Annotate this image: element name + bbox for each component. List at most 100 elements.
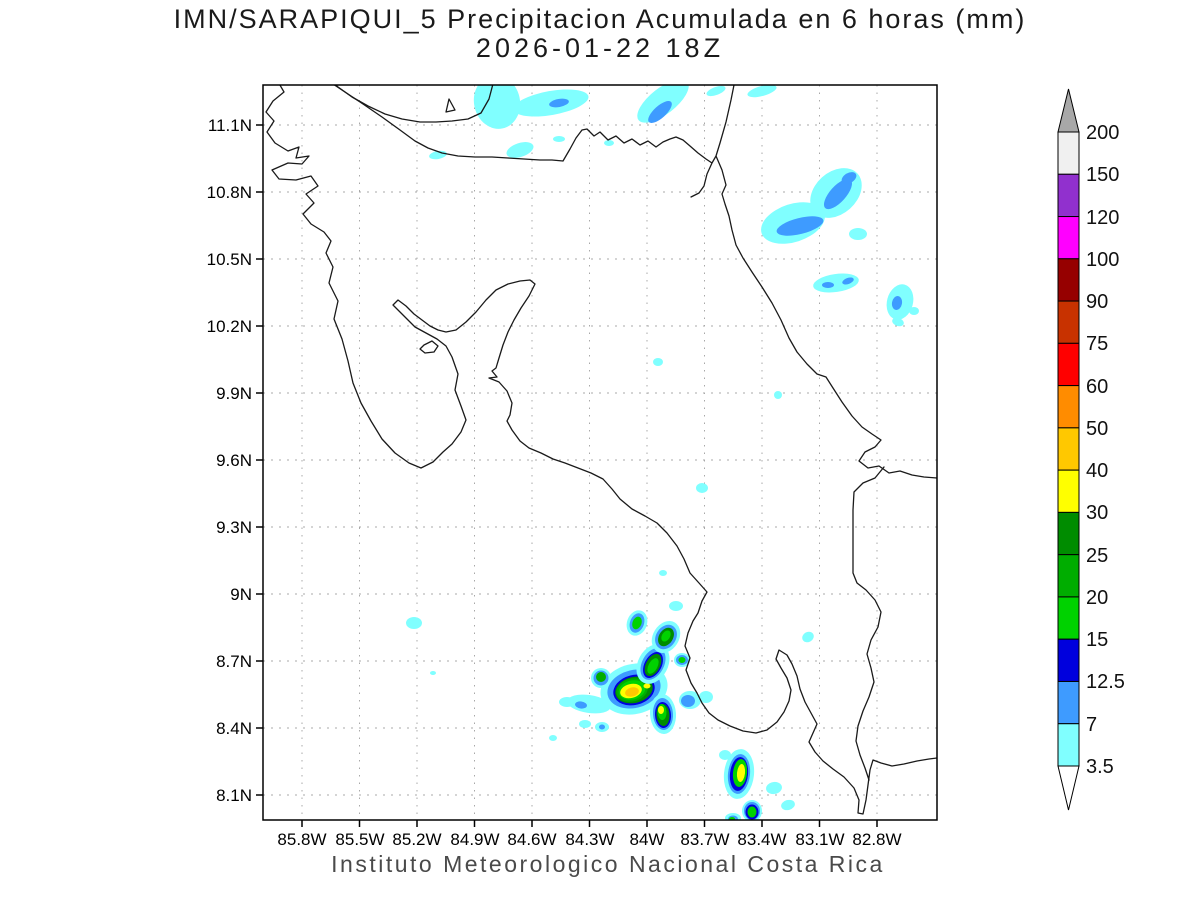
precip-cell-ne-complex-east xyxy=(810,168,862,218)
precip-cell-se-dot-2 xyxy=(719,750,731,760)
y-axis-label: 8.4N xyxy=(216,719,252,738)
y-axis-label: 10.2N xyxy=(206,317,252,336)
precip-cell-inland-dot-1 xyxy=(553,136,565,142)
ometepe-island-outline xyxy=(445,98,456,113)
axis-ticks xyxy=(256,124,878,827)
colorbar-label: 40 xyxy=(1086,460,1109,482)
y-axis-label: 10.5N xyxy=(206,250,252,269)
pacific-coastline xyxy=(265,85,937,815)
chira-island-outline xyxy=(419,340,439,354)
colorbar-label: 100 xyxy=(1086,249,1120,271)
colorbar-label: 50 xyxy=(1086,418,1109,440)
precip-cell-ne-dot-1 xyxy=(909,307,919,315)
colorbar-label: 90 xyxy=(1086,291,1109,313)
y-axis-label: 9.9N xyxy=(216,384,252,403)
x-axis-label: 84.6W xyxy=(507,830,557,849)
precip-cell-ne-oval xyxy=(849,228,867,240)
precip-cell-ne-crescent xyxy=(886,284,914,320)
precip-cell-se-main xyxy=(723,749,755,799)
precip-cell-tiny-1 xyxy=(430,671,436,675)
costa-rica-coastline xyxy=(265,85,937,815)
institution-caption: Instituto Meteorologico Nacional Costa R… xyxy=(331,851,885,877)
precip-cell-se-below xyxy=(742,800,762,820)
colorbar-label: 200 xyxy=(1086,122,1120,144)
precip-cell-south-left xyxy=(591,668,611,688)
precip-cell-south-east-1 xyxy=(679,691,701,709)
x-axis-label: 82.8W xyxy=(852,830,902,849)
precip-cell-ne-complex-west xyxy=(761,202,825,244)
y-axis-label: 10.8N xyxy=(206,183,252,202)
precip-cell-south-east-2 xyxy=(699,691,713,703)
precip-cell-south-small-ring xyxy=(674,653,690,667)
precip-cell-se-dot-1 xyxy=(766,781,782,795)
precip-cell-north-dash-1 xyxy=(706,85,726,97)
precip-cell-south-n2 xyxy=(651,621,681,653)
precip-cell-west-arm-end xyxy=(559,697,575,707)
x-axis-label: 83.7W xyxy=(680,830,730,849)
x-axis-label: 83.1W xyxy=(795,830,845,849)
plot-title: IMN/SARAPIQUI_5 Precipitacion Acumulada … xyxy=(173,4,1027,34)
grid-lines xyxy=(263,85,937,820)
nicaragua-lake-and-caribbean-coastline xyxy=(333,85,937,479)
precip-cell-south-s7 xyxy=(649,694,677,734)
y-axis-label: 9.6N xyxy=(216,451,252,470)
precip-cell-tiny-3 xyxy=(659,570,667,576)
precip-cell-mid-dot-2 xyxy=(653,358,663,366)
lake-nicaragua-east-shore xyxy=(334,85,494,123)
x-axis-label: 84W xyxy=(629,830,665,849)
colorbar-label: 75 xyxy=(1086,333,1109,355)
precip-cell-west-lone-dot xyxy=(406,617,422,629)
colorbar-top-arrow xyxy=(1057,88,1080,133)
precip-cell-south-n1 xyxy=(626,610,648,636)
precip-cell-south-main xyxy=(600,663,668,715)
x-axis-label: 85.2W xyxy=(392,830,442,849)
colorbar-label: 60 xyxy=(1086,376,1109,398)
panama-border-line xyxy=(852,466,885,781)
x-axis-label: 85.5W xyxy=(335,830,385,849)
precip-cell-north-coast-tail xyxy=(513,89,589,117)
colorbar xyxy=(1057,88,1080,811)
precip-cell-north-streak xyxy=(637,85,689,123)
colorbar-label: 3.5 xyxy=(1086,756,1114,778)
y-axis-label: 8.7N xyxy=(216,652,252,671)
colorbar-bottom-arrow xyxy=(1057,765,1080,811)
colorbar-label: 30 xyxy=(1086,502,1109,524)
map-frame xyxy=(262,84,938,821)
precip-cell-se-dash xyxy=(781,799,795,811)
precip-cell-north-coast-patch xyxy=(473,85,521,129)
colorbar-label: 25 xyxy=(1086,545,1109,567)
precip-cell-inland-blob-1 xyxy=(506,142,534,158)
colorbar-label: 120 xyxy=(1086,207,1120,229)
precip-cell-south-dot-n xyxy=(669,601,683,611)
colorbar-segments xyxy=(1057,131,1080,767)
precip-cell-inland-dot-2 xyxy=(604,140,614,146)
precipitation-cells xyxy=(406,85,919,820)
colorbar-label: 15 xyxy=(1086,629,1109,651)
y-axis-label: 9.3N xyxy=(216,518,252,537)
precip-cell-mid-dot-3 xyxy=(696,483,708,493)
colorbar-label: 150 xyxy=(1086,164,1120,186)
x-axis-label: 83.4W xyxy=(737,830,787,849)
precip-cell-south-hook xyxy=(636,644,670,684)
y-axis-label: 8.1N xyxy=(216,786,252,805)
x-axis-label: 84.3W xyxy=(565,830,615,849)
y-axis-label: 9N xyxy=(230,585,252,604)
colorbar-label: 12.5 xyxy=(1086,671,1125,693)
precip-cell-se-bottom xyxy=(725,813,741,820)
y-axis-label: 11.1N xyxy=(207,116,252,135)
colorbar-label: 7 xyxy=(1086,714,1098,736)
x-axis-label: 84.9W xyxy=(450,830,500,849)
precip-cell-ne-dot-2 xyxy=(892,317,904,327)
precip-cell-se-dot-3 xyxy=(802,631,814,643)
plot-datetime: 2026-01-22 18Z xyxy=(475,33,725,63)
x-axis-label: 85.8W xyxy=(277,830,327,849)
precip-cell-south-dot-2 xyxy=(595,722,609,732)
colorbar-label: 20 xyxy=(1086,587,1109,609)
precip-cell-tiny-2 xyxy=(549,735,557,741)
precip-cell-ne-band xyxy=(813,273,859,293)
precip-cell-west-arm xyxy=(567,694,611,714)
precip-cell-north-dash-2 xyxy=(747,85,777,98)
precip-cell-mid-dot-1 xyxy=(774,391,782,399)
